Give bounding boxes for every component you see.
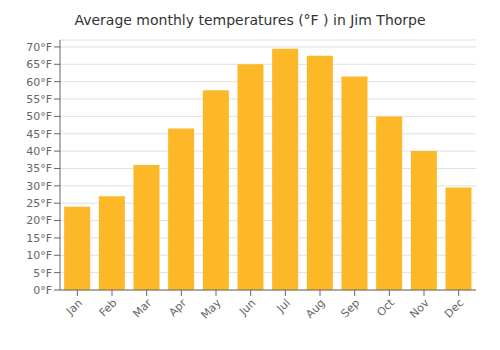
svg-text:70°F: 70°F: [26, 41, 52, 54]
svg-text:Nov: Nov: [407, 296, 432, 321]
svg-text:20°F: 20°F: [26, 214, 52, 227]
svg-text:40°F: 40°F: [26, 145, 52, 158]
svg-text:15°F: 15°F: [26, 232, 52, 245]
svg-text:45°F: 45°F: [26, 128, 52, 141]
svg-text:Jun: Jun: [236, 296, 258, 318]
svg-text:Jan: Jan: [63, 296, 85, 318]
svg-text:Sep: Sep: [338, 296, 362, 320]
svg-text:25°F: 25°F: [26, 197, 52, 210]
svg-text:0°F: 0°F: [33, 284, 52, 297]
svg-text:Jul: Jul: [274, 296, 293, 315]
svg-text:10°F: 10°F: [26, 249, 52, 262]
svg-text:30°F: 30°F: [26, 180, 52, 193]
svg-text:Apr: Apr: [166, 296, 189, 319]
svg-text:Oct: Oct: [374, 296, 397, 319]
svg-text:65°F: 65°F: [26, 58, 52, 71]
svg-text:55°F: 55°F: [26, 93, 52, 106]
svg-text:Aug: Aug: [303, 296, 327, 320]
svg-text:May: May: [198, 296, 224, 322]
svg-text:35°F: 35°F: [26, 162, 52, 175]
svg-text:Mar: Mar: [130, 296, 154, 320]
svg-text:Dec: Dec: [442, 296, 466, 320]
svg-text:Feb: Feb: [97, 296, 120, 319]
svg-text:5°F: 5°F: [33, 267, 52, 280]
html-text:Average monthly temperatures (: Average monthly temperatures (°F ) in Ji…: [74, 12, 426, 28]
svg-text:50°F: 50°F: [26, 110, 52, 123]
svg-text:60°F: 60°F: [26, 76, 52, 89]
